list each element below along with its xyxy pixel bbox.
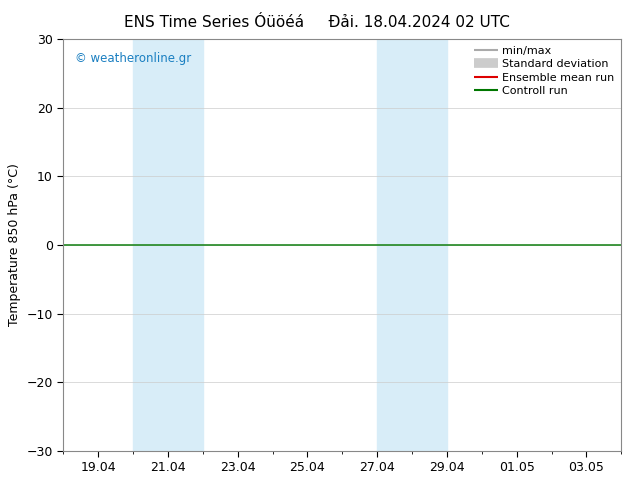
Text: © weatheronline.gr: © weatheronline.gr (75, 51, 191, 65)
Bar (377, 39, 447, 451)
Y-axis label: Temperature 850 hPa (°C): Temperature 850 hPa (°C) (8, 164, 21, 326)
Legend: min/max, Standard deviation, Ensemble mean run, Controll run: min/max, Standard deviation, Ensemble me… (469, 42, 619, 100)
Text: ENS Time Series Óüöéá     Đải. 18.04.2024 02 UTC: ENS Time Series Óüöéá Đải. 18.04.2024 02… (124, 15, 510, 30)
Bar (133, 39, 203, 451)
